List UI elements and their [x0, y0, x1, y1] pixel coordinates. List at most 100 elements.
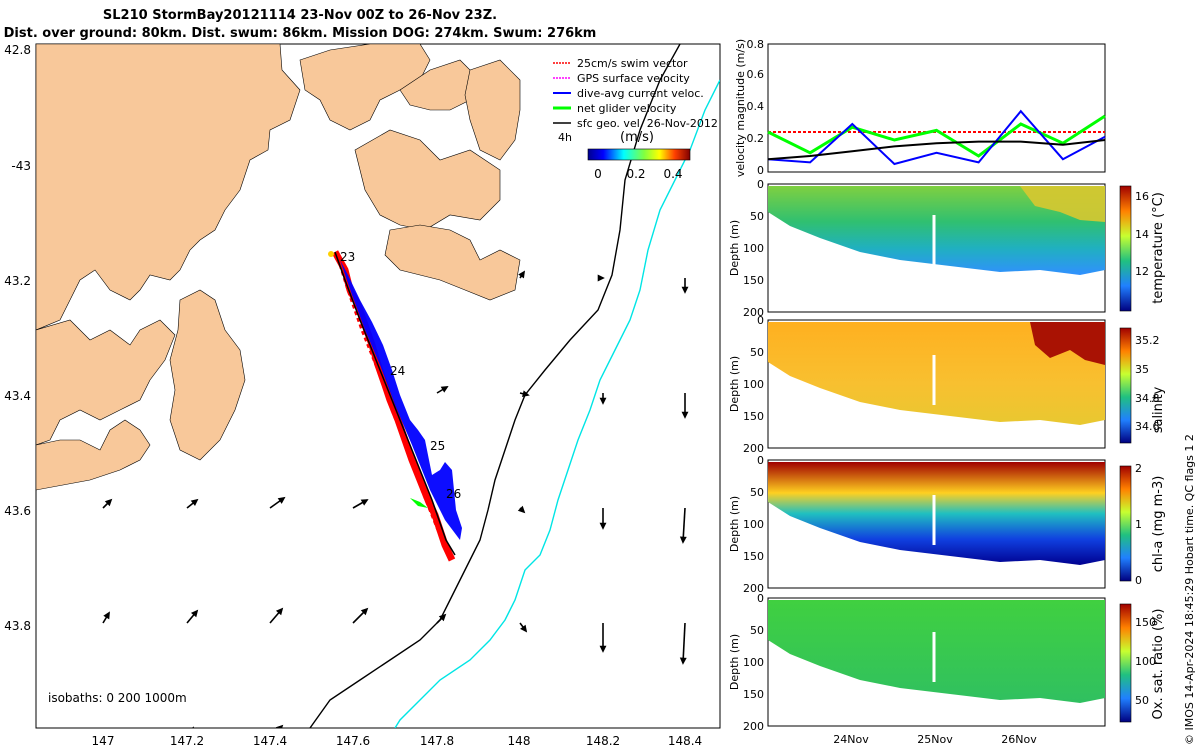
map-x-tick: 147.6	[336, 734, 370, 748]
time-ticks: 24Nov 25Nov 26Nov	[833, 733, 1037, 746]
geo-velocity-arrowhead	[275, 724, 284, 728]
cbar-tick: 150	[1135, 616, 1156, 629]
geo-velocity-arrowhead	[520, 624, 528, 633]
map-x-tick: 148	[508, 734, 531, 748]
cbar-tick: 34.6	[1135, 420, 1160, 433]
oxygen-label: Ox. sat. ratio (%)	[1151, 609, 1166, 720]
velocity-y-ticks: 0 0.2 0.4 0.6 0.8	[747, 38, 765, 177]
map-x-tick: 148.4	[668, 734, 702, 748]
section-oxygen: 150 100 50 Ox. sat. ratio (%)	[767, 597, 1166, 727]
depth-tick: 0	[757, 314, 764, 327]
time-tick: 25Nov	[917, 733, 953, 746]
chla-colorbar	[1119, 465, 1132, 582]
geo-velocity-arrowhead	[599, 645, 607, 653]
section-salinity: 35.2 35 34.8 34.6 salinity	[767, 319, 1166, 449]
chla-cbar-ticks: 2 1 0	[1135, 462, 1142, 587]
salinity-field	[768, 322, 1105, 425]
velocity-ylabel: velocity magnitude (m/s)	[734, 39, 747, 177]
depth-tick: 50	[750, 346, 764, 359]
depth-label: Depth (m)	[728, 496, 741, 552]
geo-velocity-arrowhead	[190, 498, 199, 507]
depth-tick: 50	[750, 210, 764, 223]
cbar-tick: 0	[594, 167, 602, 181]
depth-tick: 150	[743, 688, 764, 701]
cbar-tick: 100	[1135, 655, 1156, 668]
depth-tick: 0	[757, 178, 764, 191]
map-legend: 25cm/s swim vector GPS surface velocity …	[553, 57, 718, 145]
map-y-tick: 43.8	[4, 619, 31, 633]
day-label-24: 24	[390, 364, 405, 378]
legend-gps-velocity: GPS surface velocity	[577, 72, 690, 85]
cbar-tick: 1	[1135, 518, 1142, 531]
velocity-panel: 0 0.2 0.4 0.6 0.8 velocity magnitude (m/…	[734, 38, 1106, 177]
map-y-tick: 43.4	[4, 389, 31, 403]
cbar-tick: 16	[1135, 190, 1149, 203]
cbar-tick: 12	[1135, 265, 1149, 278]
colorbar-unit: (m/s)	[620, 130, 654, 145]
legend-swim-vector: 25cm/s swim vector	[577, 57, 688, 70]
geo-velocity-arrowhead	[190, 609, 199, 618]
chla-field	[768, 462, 1105, 565]
map-y-tick: -43	[11, 159, 31, 173]
cbar-tick: 35	[1135, 363, 1149, 376]
glider-track	[328, 250, 462, 562]
map-x-tick: 147.8	[420, 734, 454, 748]
salinity-cbar-ticks: 35.2 35 34.8 34.6	[1135, 334, 1160, 433]
isobath-200	[309, 44, 681, 728]
velocity-series-line	[767, 139, 1106, 161]
geo-velocity-arrowhead	[517, 505, 526, 514]
vel-y-tick: 0	[757, 164, 764, 177]
geo-velocity-arrowhead	[597, 274, 605, 282]
map-title-line2: Dist. over ground: 80km. Dist. swum: 86k…	[3, 26, 597, 41]
oxygen-cbar-ticks: 150 100 50	[1135, 616, 1156, 707]
map-y-tick: 43.6	[4, 504, 31, 518]
day-label-23: 23	[340, 250, 355, 264]
depth-tick: 100	[743, 378, 764, 391]
legend-sfc-geo: sfc geo. vel. 26-Nov-2012	[577, 117, 718, 130]
depth-label: Depth (m)	[728, 356, 741, 412]
temperature-field	[768, 186, 1105, 275]
depth-tick: 150	[743, 274, 764, 287]
geo-velocity-arrows	[102, 270, 689, 728]
cbar-tick: 14	[1135, 228, 1149, 241]
speed-colorbar-ticks: 0 0.2 0.4	[594, 167, 682, 181]
oxygen-colorbar	[1119, 603, 1132, 723]
oxygen-field	[768, 600, 1105, 703]
velocity-series	[767, 109, 1106, 166]
geo-velocity-arrowhead	[275, 607, 284, 616]
geo-velocity-arrow	[682, 622, 686, 664]
depth-tick: 100	[743, 656, 764, 669]
geo-velocity-arrowhead	[440, 386, 449, 393]
map-y-tick: 43.2	[4, 274, 31, 288]
geo-velocity-arrowhead	[679, 536, 687, 544]
time-tick: 26Nov	[1001, 733, 1037, 746]
geo-velocity-arrowhead	[599, 397, 607, 405]
map-x-tick: 147.2	[170, 734, 204, 748]
time-tick: 24Nov	[833, 733, 869, 746]
legend-net-glider: net glider velocity	[577, 102, 677, 115]
section-chla: 2 1 0 chl-a (mg m-3)	[767, 459, 1166, 589]
temperature-colorbar	[1119, 185, 1132, 312]
cbar-tick: 0.4	[663, 167, 682, 181]
depth-tick: 150	[743, 550, 764, 563]
geo-velocity-arrowhead	[679, 657, 687, 665]
depth-tick: 50	[750, 624, 764, 637]
velocity-series-line	[767, 114, 1106, 158]
depth-tick: 200	[743, 442, 764, 455]
geo-velocity-arrow	[682, 507, 686, 543]
vel-y-tick: 0.8	[747, 38, 765, 51]
map-y-ticks: 42.8 -43 43.2 43.4 43.6 43.8	[4, 43, 31, 633]
depth-tick: 50	[750, 486, 764, 499]
salinity-colorbar	[1119, 327, 1132, 444]
temperature-cbar-ticks: 16 14 12	[1135, 190, 1149, 278]
temperature-label: temperature (°C)	[1151, 192, 1166, 304]
map-y-tick: 42.8	[4, 43, 31, 57]
depth-tick: 200	[743, 720, 764, 733]
geo-velocity-arrowhead	[191, 726, 194, 728]
geo-velocity-arrowhead	[103, 611, 110, 620]
salinity-label: salinity	[1151, 386, 1166, 433]
legend-dive-avg: dive-avg current veloc.	[577, 87, 704, 100]
credit-text: © IMOS 14-Apr-2024 18:45:29 Hobart time.…	[1183, 434, 1196, 745]
depth-label: Depth (m)	[728, 634, 741, 690]
depth-axes: 0 50 100 150 200 Depth (m) 0 50 100 150 200 Depth (…	[728, 178, 764, 733]
